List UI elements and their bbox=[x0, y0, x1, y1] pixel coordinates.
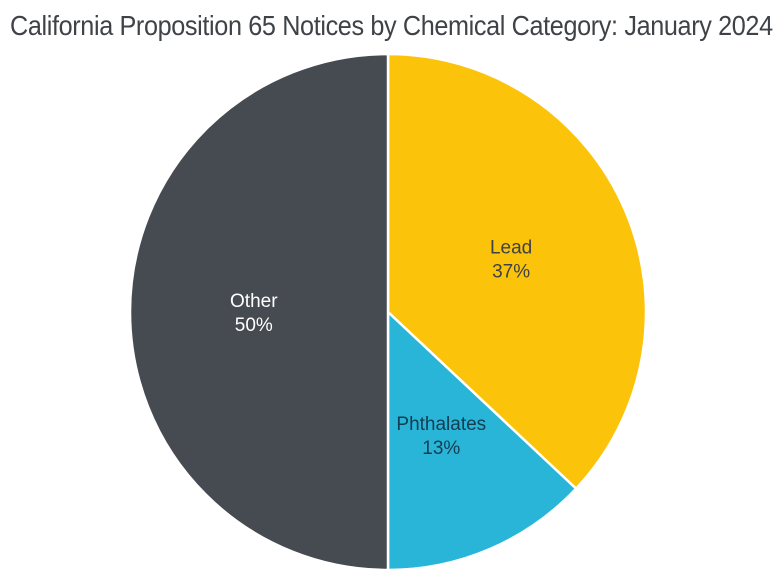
pie-slice-phthalates bbox=[386, 310, 578, 572]
slice-label-lead: Lead 37% bbox=[490, 238, 532, 283]
slice-label-phthalates: Phthalates 13% bbox=[396, 414, 486, 459]
chart-title: California Proposition 65 Notices by Che… bbox=[10, 10, 773, 41]
pie-slice-other bbox=[128, 52, 390, 572]
pie-slice-lead bbox=[386, 52, 648, 490]
slice-label-other: Other 50% bbox=[230, 291, 278, 336]
